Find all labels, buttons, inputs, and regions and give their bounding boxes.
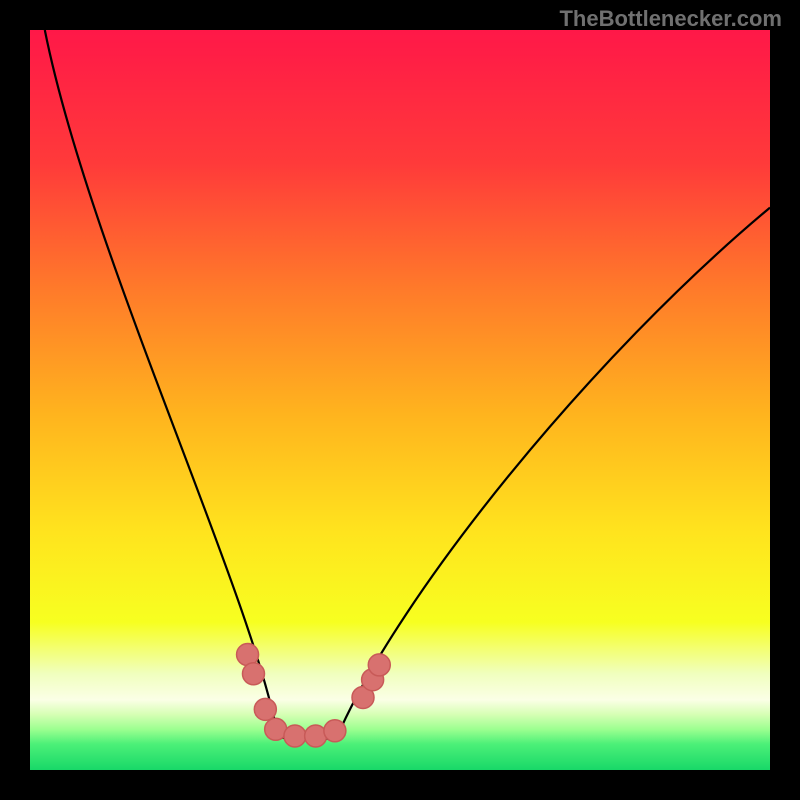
marker-point bbox=[305, 725, 327, 747]
marker-point bbox=[368, 654, 390, 676]
marker-point bbox=[324, 720, 346, 742]
chart-background bbox=[30, 30, 770, 770]
marker-point bbox=[284, 725, 306, 747]
bottleneck-chart bbox=[0, 0, 800, 800]
marker-point bbox=[242, 663, 264, 685]
marker-point bbox=[254, 698, 276, 720]
watermark-text: TheBottlenecker.com bbox=[559, 6, 782, 32]
